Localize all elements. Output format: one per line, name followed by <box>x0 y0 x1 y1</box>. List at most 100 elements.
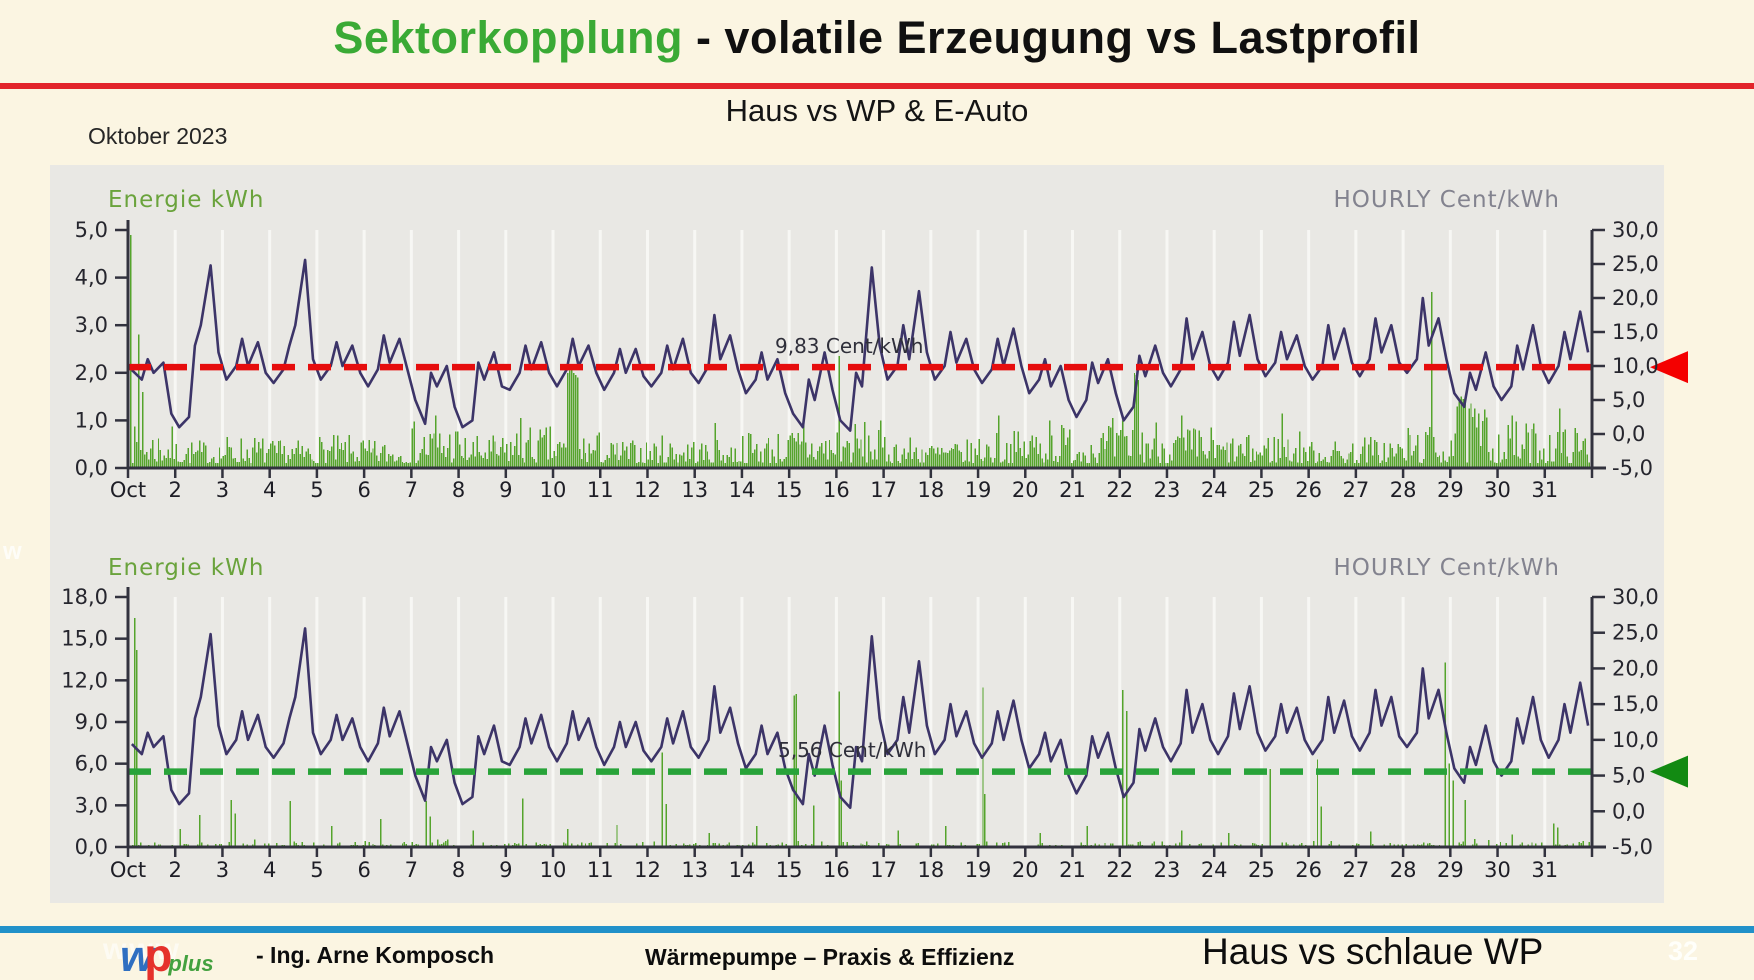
energy-bar <box>362 440 364 468</box>
energy-bar <box>1271 460 1273 468</box>
energy-bar <box>1572 452 1575 468</box>
energy-bar <box>944 826 947 847</box>
energy-bar <box>354 842 357 847</box>
energy-bar <box>376 455 378 468</box>
energy-bar <box>1531 842 1533 847</box>
energy-bar <box>232 458 235 468</box>
energy-bar <box>714 422 717 468</box>
energy-bar <box>537 440 540 468</box>
energy-bar <box>1460 396 1462 468</box>
energy-bar <box>486 459 488 468</box>
blue-divider-line <box>0 926 1754 933</box>
energy-bar <box>1202 450 1205 468</box>
energy-bar <box>267 843 270 847</box>
energy-bar <box>216 462 219 468</box>
energy-bar <box>1358 462 1360 468</box>
energy-bar <box>171 426 174 468</box>
energy-bar <box>517 455 520 468</box>
energy-bar <box>913 452 915 468</box>
energy-bar <box>441 843 443 847</box>
energy-bar <box>559 441 561 468</box>
energy-bar <box>1556 827 1559 847</box>
energy-bar <box>1253 843 1256 847</box>
energy-bar <box>1251 842 1254 847</box>
energy-bar <box>1165 462 1167 468</box>
energy-bar <box>677 462 679 468</box>
energy-bar <box>999 462 1002 468</box>
energy-bar <box>1499 842 1502 847</box>
energy-bar <box>641 842 644 847</box>
energy-bar <box>1200 843 1203 847</box>
energy-bar <box>889 461 892 468</box>
energy-bar <box>982 687 984 847</box>
energy-bar <box>155 461 158 468</box>
energy-bar <box>984 794 986 847</box>
energy-bar <box>183 843 185 847</box>
energy-bar <box>513 843 516 847</box>
x-tick-label: 4 <box>263 478 276 502</box>
x-tick-label: 7 <box>405 478 418 502</box>
energy-bar <box>1399 447 1401 468</box>
energy-bar <box>1110 427 1112 468</box>
energy-bar <box>1192 428 1195 468</box>
page-number: 32 <box>1668 936 1699 966</box>
energy-bar <box>1017 431 1020 468</box>
energy-bar <box>1529 462 1531 468</box>
energy-bar <box>659 455 662 468</box>
energy-bar <box>193 454 195 468</box>
energy-bar <box>614 842 616 847</box>
energy-bar <box>1482 421 1484 468</box>
energy-bar <box>1393 456 1395 468</box>
energy-bar <box>1350 452 1352 468</box>
x-tick-label: 20 <box>1012 858 1039 882</box>
energy-bar <box>234 457 236 468</box>
energy-bar <box>1334 441 1336 468</box>
energy-bar <box>588 842 591 847</box>
energy-bar <box>1265 448 1268 468</box>
energy-bar <box>1541 459 1543 468</box>
energy-bar <box>1316 461 1319 468</box>
energy-bar <box>299 453 301 468</box>
energy-bar <box>655 446 658 468</box>
energy-bar <box>519 418 522 468</box>
energy-bar <box>1080 461 1083 468</box>
energy-bars <box>128 234 1592 468</box>
energy-bar <box>661 752 663 847</box>
energy-bar <box>708 833 711 847</box>
energy-bar <box>563 443 565 468</box>
energy-bar <box>1261 843 1264 847</box>
energy-bar <box>1121 420 1124 468</box>
energy-bar <box>885 843 888 847</box>
chart-panel-background <box>50 165 1664 903</box>
energy-bar <box>728 842 730 847</box>
energy-bar <box>415 843 418 847</box>
energy-bar <box>1104 842 1106 847</box>
energy-bar <box>466 460 469 468</box>
energy-bar <box>515 433 518 468</box>
energy-bar <box>1110 843 1112 847</box>
energy-bar <box>1153 438 1155 468</box>
x-tick-label: 20 <box>1012 478 1039 502</box>
red-divider-line <box>0 83 1754 89</box>
energy-bar <box>214 843 217 847</box>
energy-bar <box>348 434 351 468</box>
energy-bar <box>1013 431 1016 468</box>
energy-bar <box>1430 291 1433 468</box>
energy-bar <box>301 842 303 847</box>
energy-bar <box>1175 843 1177 847</box>
energy-bar <box>1444 460 1447 468</box>
energy-bar <box>1446 462 1449 468</box>
energy-bar <box>724 462 726 468</box>
energy-bar <box>397 456 400 468</box>
energy-bar <box>315 463 317 468</box>
energy-bar <box>763 448 766 468</box>
energy-bar <box>387 453 390 468</box>
x-tick-label: 24 <box>1201 478 1228 502</box>
energy-bar <box>269 443 272 468</box>
left-tick-label: 15,0 <box>61 627 108 651</box>
energy-bar <box>541 437 543 468</box>
energy-bar <box>1554 448 1557 468</box>
x-tick-label: 8 <box>452 858 465 882</box>
energy-bar <box>1462 841 1464 847</box>
energy-bar <box>722 454 724 468</box>
